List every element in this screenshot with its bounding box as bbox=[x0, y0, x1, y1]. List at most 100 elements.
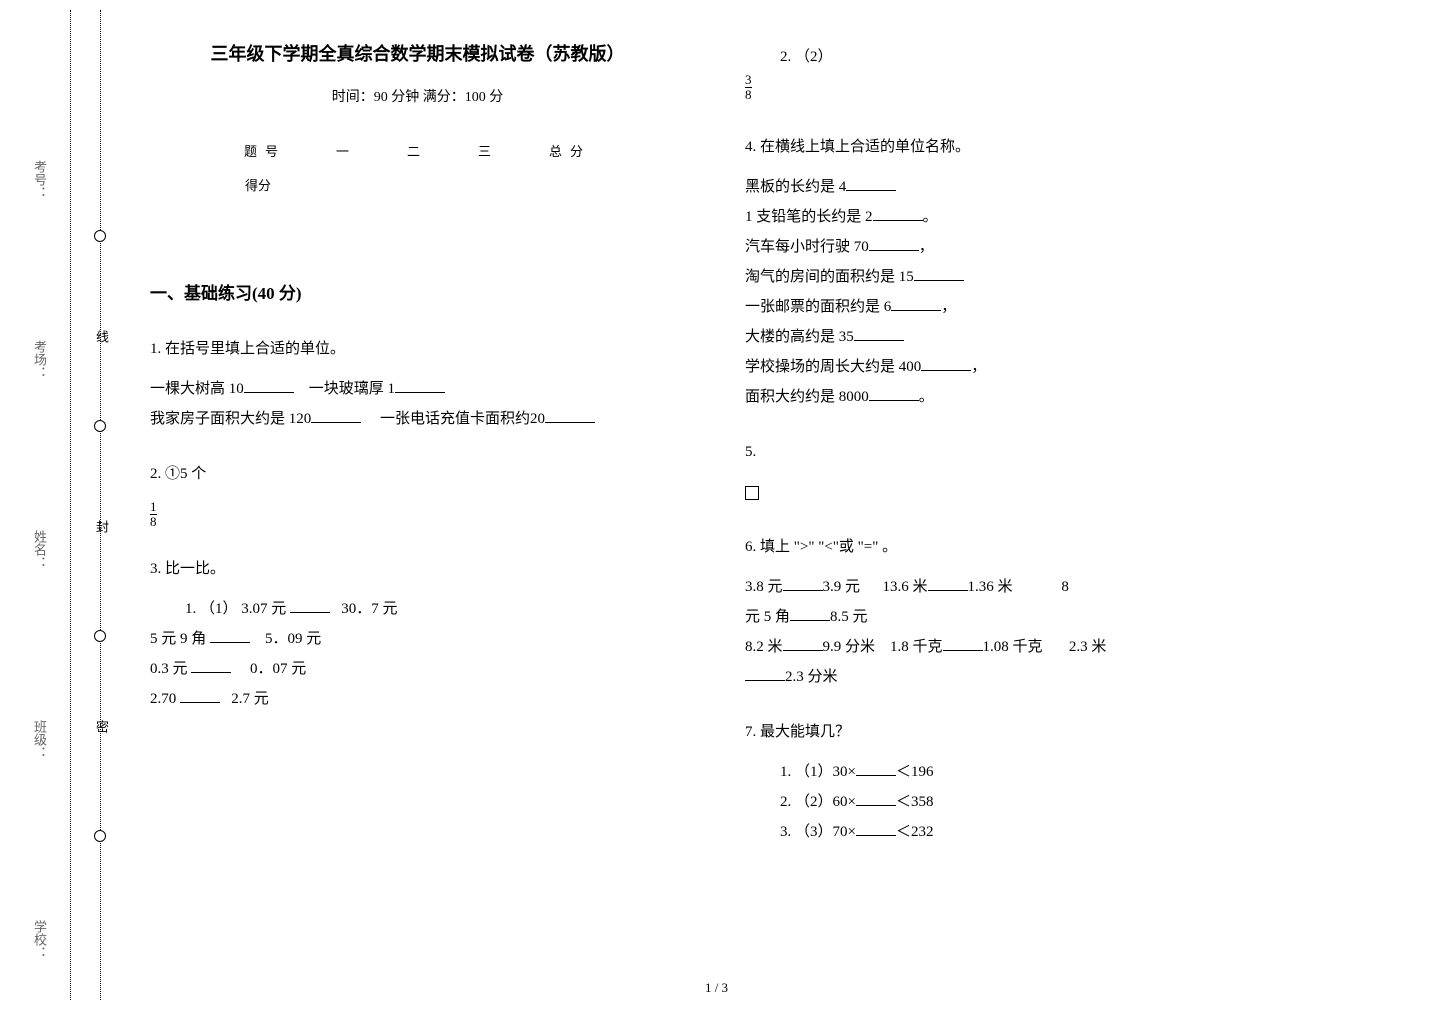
q7-text: 2. （2）60× bbox=[780, 794, 856, 810]
q4-text: 1 支铅笔的长约是 2 bbox=[745, 209, 873, 225]
q4-line: 大楼的高约是 35 bbox=[745, 322, 1335, 352]
score-total: 总分 bbox=[549, 141, 591, 160]
q6-row3: 8.2 米9.9 分米 1.8 千克1.08 千克 2.3 米 bbox=[745, 632, 1335, 662]
section-title: 一、基础练习(40 分) bbox=[150, 279, 685, 304]
q7-item1: 1. （1）30×＜196 bbox=[780, 757, 1335, 787]
blank bbox=[244, 377, 294, 393]
q6-text: 8 bbox=[1061, 579, 1069, 595]
blank bbox=[869, 235, 919, 251]
q3-text: 0．07 元 bbox=[250, 661, 306, 677]
q4-text: 大楼的高约是 35 bbox=[745, 329, 854, 345]
q4-text: 淘气的房间的面积约是 15 bbox=[745, 269, 914, 285]
blank bbox=[921, 355, 971, 371]
q1-line2: 我家房子面积大约是 120 一张电话充值卡面积约20 bbox=[150, 404, 685, 434]
q1-text: 一张电话充值卡面积约20 bbox=[380, 411, 545, 427]
q7-text: ＜232 bbox=[896, 824, 934, 840]
content-wrapper: 三年级下学期全真综合数学期末模拟试卷（苏教版） 时间：90 分钟 满分：100 … bbox=[150, 40, 1410, 872]
circle-mark bbox=[94, 420, 106, 432]
question-2: 2. ①5 个 1 8 bbox=[150, 459, 685, 529]
blank bbox=[545, 407, 595, 423]
binding-char-mi: 密 bbox=[92, 720, 111, 737]
q6-text: 8.5 元 bbox=[830, 609, 868, 625]
q4-text: 汽车每小时行驶 70 bbox=[745, 239, 869, 255]
blank bbox=[854, 325, 904, 341]
q7-item2: 2. （2）60× ＜358 bbox=[780, 787, 1335, 817]
q3-line4: 2.70 2.7 元 bbox=[150, 684, 685, 714]
q3-text: 5 元 9 角 bbox=[150, 631, 206, 647]
label-room: 考场： bbox=[30, 340, 49, 379]
fraction: 1 8 bbox=[150, 500, 157, 530]
frac-numerator: 3 bbox=[745, 73, 752, 88]
q3-item2: 2. （2） bbox=[780, 42, 1335, 72]
q1-text: 我家房子面积大约是 120 bbox=[150, 411, 311, 427]
q3-continued: 2. （2） 3 8 bbox=[745, 42, 1335, 102]
score-col: 一 bbox=[336, 141, 357, 160]
label-class: 班级： bbox=[30, 720, 49, 759]
q1-stem: 1. 在括号里填上合适的单位。 bbox=[150, 334, 685, 364]
q4-text: 一张邮票的面积约是 6 bbox=[745, 299, 891, 315]
blank bbox=[856, 820, 896, 836]
q6-text: 1.08 千克 bbox=[983, 639, 1043, 655]
frac-denominator: 8 bbox=[745, 88, 752, 102]
q7-stem: 7. 最大能填几？ bbox=[745, 717, 1335, 747]
label-name: 姓名： bbox=[30, 530, 49, 569]
question-7: 7. 最大能填几？ 1. （1）30×＜196 2. （2）60× ＜358 3.… bbox=[745, 717, 1335, 847]
q4-suffix: 。 bbox=[919, 389, 934, 405]
score-label: 题号 bbox=[244, 141, 286, 160]
q6-row4: 2.3 分米 bbox=[745, 662, 1335, 692]
q6-text: 8.2 米 bbox=[745, 639, 783, 655]
q6-row2: 元 5 角 8.5 元 bbox=[745, 602, 1335, 632]
question-4: 4. 在横线上填上合适的单位名称。 黑板的长约是 4 1 支铅笔的长约是 2。 … bbox=[745, 132, 1335, 412]
q6-text: 2.3 米 bbox=[1069, 639, 1107, 655]
q3-text: 5．09 元 bbox=[265, 631, 321, 647]
blank bbox=[210, 627, 250, 643]
q1-text: 一棵大树高 10 bbox=[150, 381, 244, 397]
frac-denominator: 8 bbox=[150, 515, 157, 529]
q6-row1: 3.8 元3.9 元 13.6 米1.36 米 8 bbox=[745, 572, 1335, 602]
q7-item3: 3. （3）70× ＜232 bbox=[780, 817, 1335, 847]
q6-text: 元 5 角 bbox=[745, 609, 790, 625]
q3-line3: 0.3 元 0．07 元 bbox=[150, 654, 685, 684]
binding-char-xian: 线 bbox=[92, 330, 111, 347]
score-header-row: 题号 一 二 三 总分 bbox=[150, 141, 685, 160]
q6-text: 13.6 米 bbox=[883, 579, 928, 595]
blank bbox=[395, 377, 445, 393]
q6-text: 1.8 千克 bbox=[890, 639, 943, 655]
binding-column: 学校： 班级： 姓名： 考场： 考号： 密 封 线 bbox=[0, 0, 120, 1011]
question-5: 5. bbox=[745, 437, 1335, 507]
q4-stem: 4. 在横线上填上合适的单位名称。 bbox=[745, 132, 1335, 162]
blank bbox=[856, 790, 896, 806]
blank bbox=[191, 657, 231, 673]
score-col: 二 bbox=[407, 141, 428, 160]
dotted-line bbox=[100, 10, 101, 1000]
q4-suffix: ， bbox=[919, 239, 934, 255]
question-1: 1. 在括号里填上合适的单位。 一棵大树高 10 一块玻璃厚 1 我家房子面积大… bbox=[150, 334, 685, 434]
q4-line: 学校操场的周长大约是 400， bbox=[745, 352, 1335, 382]
blank bbox=[869, 385, 919, 401]
right-column: 2. （2） 3 8 4. 在横线上填上合适的单位名称。 黑板的长约是 4 1 … bbox=[715, 40, 1335, 872]
q6-text: 3.9 元 bbox=[823, 579, 861, 595]
page-subtitle: 时间：90 分钟 满分：100 分 bbox=[150, 86, 685, 106]
page-number: 1 / 3 bbox=[705, 980, 728, 996]
q1-line1: 一棵大树高 10 一块玻璃厚 1 bbox=[150, 374, 685, 404]
q7-text: 3. （3）70× bbox=[780, 824, 856, 840]
q7-text: ＜358 bbox=[896, 794, 934, 810]
q2-stem: 2. ①5 个 bbox=[150, 459, 685, 489]
question-6: 6. 填上 ">" "<"或 "=" 。 3.8 元3.9 元 13.6 米1.… bbox=[745, 532, 1335, 692]
score-row-2: 得分 bbox=[245, 175, 685, 194]
blank bbox=[873, 205, 923, 221]
blank bbox=[914, 265, 964, 281]
blank bbox=[180, 687, 220, 703]
q3-text: 30．7 元 bbox=[341, 601, 397, 617]
label-school: 学校： bbox=[30, 920, 49, 959]
blank bbox=[783, 575, 823, 591]
blank bbox=[846, 175, 896, 191]
blank bbox=[943, 635, 983, 651]
circle-mark bbox=[94, 230, 106, 242]
left-column: 三年级下学期全真综合数学期末模拟试卷（苏教版） 时间：90 分钟 满分：100 … bbox=[150, 40, 715, 872]
circle-mark bbox=[94, 830, 106, 842]
blank bbox=[745, 665, 785, 681]
q4-line: 面积大约约是 8000。 bbox=[745, 382, 1335, 412]
blank bbox=[290, 597, 330, 613]
q4-line: 淘气的房间的面积约是 15 bbox=[745, 262, 1335, 292]
